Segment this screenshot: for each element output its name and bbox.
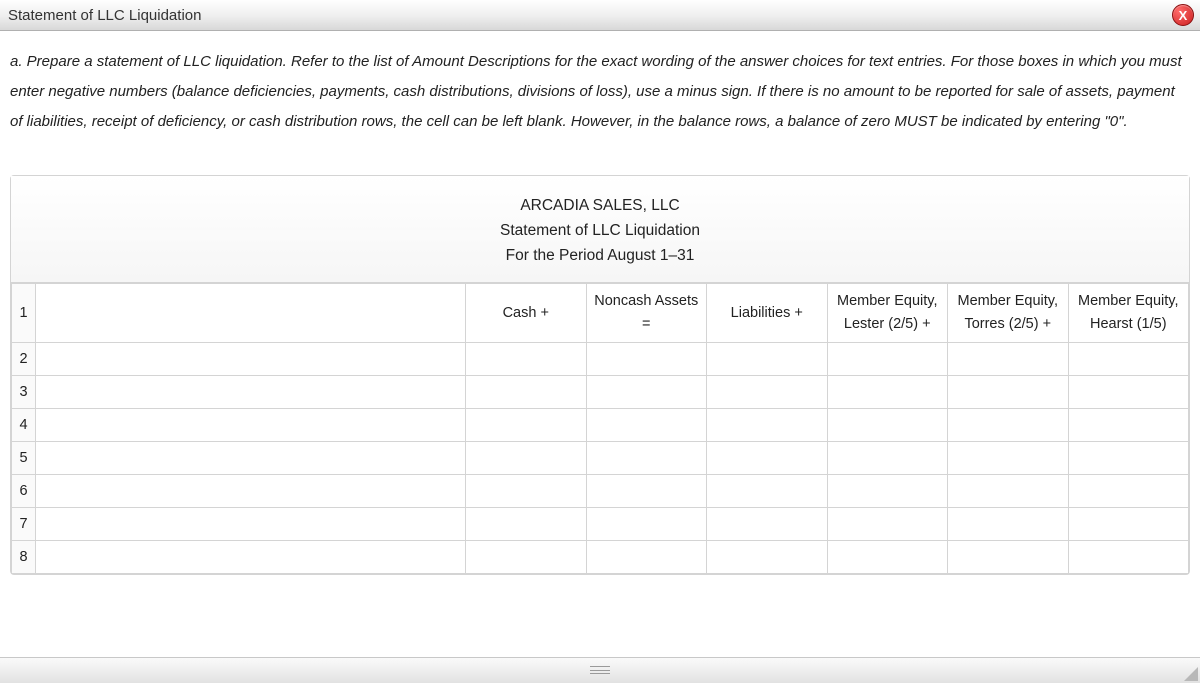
equity-lester-cell[interactable]	[827, 376, 948, 409]
equity-hearst-cell[interactable]	[1068, 409, 1189, 442]
cash-cell[interactable]	[466, 343, 587, 376]
statement-header: ARCADIA SALES, LLC Statement of LLC Liqu…	[11, 176, 1189, 283]
bottom-bar	[0, 657, 1200, 683]
equity-lester-cell[interactable]	[827, 541, 948, 574]
cash-cell[interactable]	[466, 442, 587, 475]
equity-torres-cell[interactable]	[948, 409, 1069, 442]
noncash-cell[interactable]	[586, 541, 707, 574]
table-header-row: 1 Cash + Noncash Assets = Liabilities + …	[12, 284, 1189, 343]
column-cash: Cash +	[466, 284, 587, 343]
equity-torres-cell[interactable]	[948, 475, 1069, 508]
row-number: 8	[12, 541, 36, 574]
row-number: 2	[12, 343, 36, 376]
liabilities-cell[interactable]	[707, 343, 828, 376]
equity-lester-cell[interactable]	[827, 343, 948, 376]
equity-lester-cell[interactable]	[827, 442, 948, 475]
window-titlebar: Statement of LLC Liquidation X	[0, 0, 1200, 31]
equity-torres-cell[interactable]	[948, 343, 1069, 376]
table-row: 4	[12, 409, 1189, 442]
equity-hearst-cell[interactable]	[1068, 343, 1189, 376]
liabilities-cell[interactable]	[707, 376, 828, 409]
cash-cell[interactable]	[466, 475, 587, 508]
row-number: 3	[12, 376, 36, 409]
row-number: 6	[12, 475, 36, 508]
equity-torres-cell[interactable]	[948, 376, 1069, 409]
column-equity-lester: Member Equity,Lester (2/5) +	[827, 284, 948, 343]
noncash-cell[interactable]	[586, 442, 707, 475]
cash-cell[interactable]	[466, 409, 587, 442]
description-cell[interactable]	[36, 343, 466, 376]
table-row: 8	[12, 541, 1189, 574]
equity-torres-cell[interactable]	[948, 508, 1069, 541]
equity-hearst-cell[interactable]	[1068, 376, 1189, 409]
equity-torres-cell[interactable]	[948, 541, 1069, 574]
column-equity-hearst: Member Equity,Hearst (1/5)	[1068, 284, 1189, 343]
row-number: 4	[12, 409, 36, 442]
window-title: Statement of LLC Liquidation	[8, 7, 201, 24]
liabilities-cell[interactable]	[707, 508, 828, 541]
company-name: ARCADIA SALES, LLC	[11, 197, 1189, 215]
content-area: a. Prepare a statement of LLC liquidatio…	[0, 31, 1200, 651]
statement-title: Statement of LLC Liquidation	[11, 222, 1189, 240]
description-cell[interactable]	[36, 376, 466, 409]
row-number-header: 1	[12, 284, 36, 343]
table-row: 3	[12, 376, 1189, 409]
column-equity-torres: Member Equity,Torres (2/5) +	[948, 284, 1069, 343]
column-noncash: Noncash Assets =	[586, 284, 707, 343]
liabilities-cell[interactable]	[707, 541, 828, 574]
equity-torres-cell[interactable]	[948, 442, 1069, 475]
equity-lester-cell[interactable]	[827, 409, 948, 442]
description-cell[interactable]	[36, 541, 466, 574]
noncash-cell[interactable]	[586, 508, 707, 541]
cash-cell[interactable]	[466, 508, 587, 541]
resize-grip-icon[interactable]	[1184, 667, 1198, 681]
description-header[interactable]	[36, 284, 466, 343]
liabilities-cell[interactable]	[707, 475, 828, 508]
noncash-cell[interactable]	[586, 409, 707, 442]
statement-period: For the Period August 1–31	[11, 247, 1189, 265]
cash-cell[interactable]	[466, 376, 587, 409]
drag-handle-icon[interactable]	[590, 666, 610, 674]
column-liabilities: Liabilities +	[707, 284, 828, 343]
equity-lester-cell[interactable]	[827, 508, 948, 541]
liabilities-cell[interactable]	[707, 442, 828, 475]
description-cell[interactable]	[36, 442, 466, 475]
liabilities-cell[interactable]	[707, 409, 828, 442]
statement-table-wrapper: ARCADIA SALES, LLC Statement of LLC Liqu…	[10, 175, 1190, 575]
noncash-cell[interactable]	[586, 343, 707, 376]
row-number: 5	[12, 442, 36, 475]
noncash-cell[interactable]	[586, 376, 707, 409]
noncash-cell[interactable]	[586, 475, 707, 508]
description-cell[interactable]	[36, 409, 466, 442]
table-row: 2	[12, 343, 1189, 376]
equity-hearst-cell[interactable]	[1068, 475, 1189, 508]
equity-hearst-cell[interactable]	[1068, 541, 1189, 574]
close-button[interactable]: X	[1172, 4, 1194, 26]
equity-hearst-cell[interactable]	[1068, 442, 1189, 475]
close-icon: X	[1179, 8, 1188, 23]
description-cell[interactable]	[36, 508, 466, 541]
row-number: 7	[12, 508, 36, 541]
instructions-text: a. Prepare a statement of LLC liquidatio…	[0, 31, 1200, 145]
table-row: 7	[12, 508, 1189, 541]
cash-cell[interactable]	[466, 541, 587, 574]
table-row: 6	[12, 475, 1189, 508]
table-row: 5	[12, 442, 1189, 475]
equity-lester-cell[interactable]	[827, 475, 948, 508]
description-cell[interactable]	[36, 475, 466, 508]
equity-hearst-cell[interactable]	[1068, 508, 1189, 541]
liquidation-table: 1 Cash + Noncash Assets = Liabilities + …	[11, 283, 1189, 574]
